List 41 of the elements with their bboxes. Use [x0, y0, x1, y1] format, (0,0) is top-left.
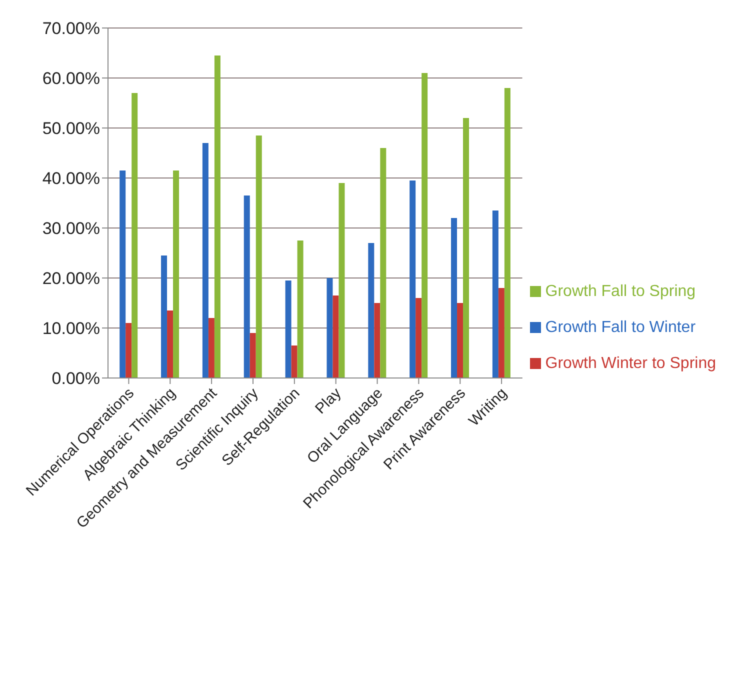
bar: [422, 73, 428, 378]
bar: [332, 296, 339, 378]
bar: [498, 288, 504, 378]
bar: [214, 56, 220, 378]
bar: [285, 280, 292, 378]
y-tick-label: 20.00%: [42, 269, 100, 288]
bar: [256, 136, 262, 378]
bar: [492, 210, 498, 378]
bar: [297, 240, 304, 378]
bar: [120, 170, 126, 378]
bar: [167, 310, 174, 378]
bar: [410, 180, 416, 378]
y-tick-label: 10.00%: [42, 319, 100, 338]
bar: [202, 143, 208, 378]
bar: [126, 323, 132, 378]
bar: [463, 118, 470, 378]
y-tick-label: 60.00%: [42, 69, 100, 88]
bar: [504, 88, 510, 378]
y-tick-label: 40.00%: [42, 169, 100, 188]
bar: [161, 256, 168, 378]
bar: [338, 183, 345, 378]
bar: [374, 303, 380, 378]
bar: [457, 303, 464, 378]
y-tick-label: 70.00%: [42, 19, 100, 38]
bar: [451, 218, 458, 378]
legend-label: Growth Fall to Spring: [545, 283, 696, 300]
y-tick-label: 0.00%: [52, 369, 100, 388]
bar: [250, 333, 256, 378]
bar: [326, 278, 333, 378]
bar: [380, 148, 386, 378]
legend-label: Growth Winter to Spring: [545, 355, 716, 372]
legend-label: Growth Fall to Winter: [545, 319, 696, 336]
bar: [291, 346, 298, 378]
bar: [208, 318, 214, 378]
bar: [368, 243, 374, 378]
y-tick-label: 50.00%: [42, 119, 100, 138]
y-tick-label: 30.00%: [42, 219, 100, 238]
bar: [416, 298, 422, 378]
bar: [244, 196, 250, 378]
bar: [173, 170, 180, 378]
bar: [132, 93, 138, 378]
